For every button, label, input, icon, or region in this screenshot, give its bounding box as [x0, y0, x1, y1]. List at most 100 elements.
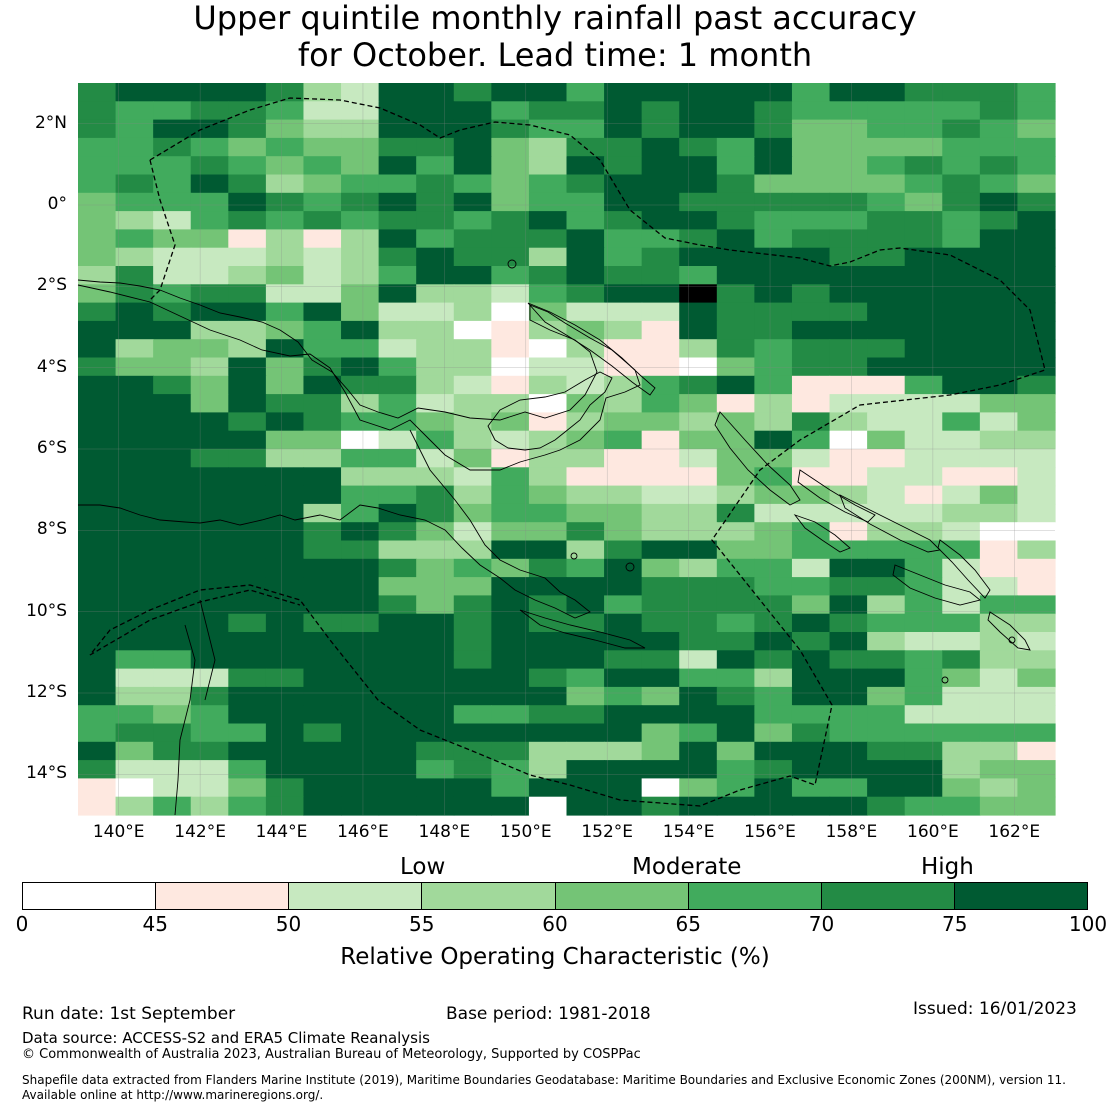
grid-cell	[265, 101, 305, 121]
grid-cell	[491, 430, 530, 450]
grid-cell	[153, 796, 192, 816]
grid-cell	[791, 430, 831, 450]
grid-cell	[303, 357, 342, 377]
grid-cell	[78, 705, 117, 725]
grid-cell	[791, 760, 831, 779]
grid-cell	[416, 503, 455, 523]
grid-cell	[341, 357, 380, 377]
grid-cell	[190, 686, 229, 706]
longitude-label: 160°E	[907, 822, 959, 842]
grid-cell	[78, 760, 117, 779]
grid-cell	[528, 394, 568, 413]
colorbar-segment	[155, 883, 289, 909]
grid-cell	[679, 686, 718, 706]
grid-cell	[942, 577, 981, 596]
grid-cell	[791, 83, 831, 102]
grid-cell	[303, 412, 342, 432]
grid-cell	[754, 467, 793, 487]
grid-cell	[566, 540, 605, 560]
grid-cell	[265, 137, 305, 157]
grid-cell	[829, 229, 868, 249]
grid-cell	[115, 522, 154, 542]
shapefile-credit-line1: Shapefile data extracted from Flanders M…	[22, 1073, 1066, 1087]
grid-cell	[904, 101, 943, 121]
grid-cell	[566, 119, 605, 139]
grid-cell	[566, 375, 605, 395]
grid-cell	[265, 686, 305, 706]
grid-cell	[491, 320, 530, 340]
grid-cell	[78, 796, 117, 816]
grid-cell	[303, 503, 342, 523]
grid-cell	[341, 247, 380, 267]
grid-cell	[115, 412, 154, 432]
grid-cell	[265, 741, 305, 761]
grid-cell	[453, 137, 492, 157]
grid-cell	[303, 430, 342, 450]
grid-cell	[491, 686, 530, 706]
grid-cell	[190, 796, 229, 816]
coastline-papua-peninsula	[78, 429, 591, 619]
grid-cell	[566, 467, 605, 487]
grid-cell	[115, 284, 154, 304]
grid-cell	[265, 192, 305, 212]
grid-cell	[1017, 632, 1056, 651]
grid-cell	[453, 650, 492, 670]
grid-cell	[1017, 174, 1056, 194]
grid-cell	[829, 302, 868, 322]
grid-cell	[378, 320, 417, 340]
grid-cell	[791, 485, 831, 505]
grid-cell	[228, 613, 267, 633]
grid-cell	[679, 449, 718, 468]
grid-cell	[754, 650, 793, 670]
grid-cell	[867, 211, 906, 230]
grid-cell	[604, 266, 643, 285]
grid-cell	[341, 320, 380, 340]
grid-cell	[378, 266, 417, 285]
grid-cell	[528, 430, 568, 450]
grid-cell	[453, 394, 492, 413]
grid-cell	[190, 192, 229, 212]
grid-cell	[716, 375, 755, 395]
grid-cell	[341, 503, 380, 523]
grid-cell	[716, 357, 755, 377]
grid-cell	[604, 229, 643, 249]
grid-cell	[416, 760, 455, 779]
grid-cell	[791, 522, 831, 542]
grid-cell	[453, 229, 492, 249]
grid-cell	[716, 503, 755, 523]
grid-cell	[115, 577, 154, 596]
grid-cell	[791, 540, 831, 560]
grid-cell	[979, 796, 1019, 816]
grid-cell	[641, 357, 680, 377]
grid-cell	[115, 266, 154, 285]
grid-cell	[979, 192, 1019, 212]
grid-cell	[867, 266, 906, 285]
colorbar-tick-label: 60	[542, 912, 568, 936]
grid-cell	[829, 577, 868, 596]
grid-cell	[491, 449, 530, 468]
grid-cell	[641, 211, 680, 230]
grid-cell	[904, 613, 943, 633]
grid-cell	[604, 211, 643, 230]
grid-cell	[303, 394, 342, 413]
grid-cell	[341, 174, 380, 194]
grid-cell	[228, 156, 267, 176]
grid-cell	[679, 284, 718, 304]
grid-cell	[566, 394, 605, 413]
grid-cell	[679, 760, 718, 779]
grid-cell	[829, 522, 868, 542]
latitude-label: 0°	[47, 194, 67, 214]
longitude-label: 146°E	[337, 822, 389, 842]
grid-cell	[265, 449, 305, 468]
grid-cell	[904, 503, 943, 523]
grid-cell	[190, 522, 229, 542]
grid-cell	[115, 540, 154, 560]
grid-cell	[604, 357, 643, 377]
grid-cell	[867, 686, 906, 706]
grid-cell	[228, 741, 267, 761]
grid-cell	[791, 741, 831, 761]
grid-cell	[190, 302, 229, 322]
grid-cell	[1017, 284, 1056, 304]
grid-cell	[78, 595, 117, 615]
grid-cell	[1017, 266, 1056, 285]
